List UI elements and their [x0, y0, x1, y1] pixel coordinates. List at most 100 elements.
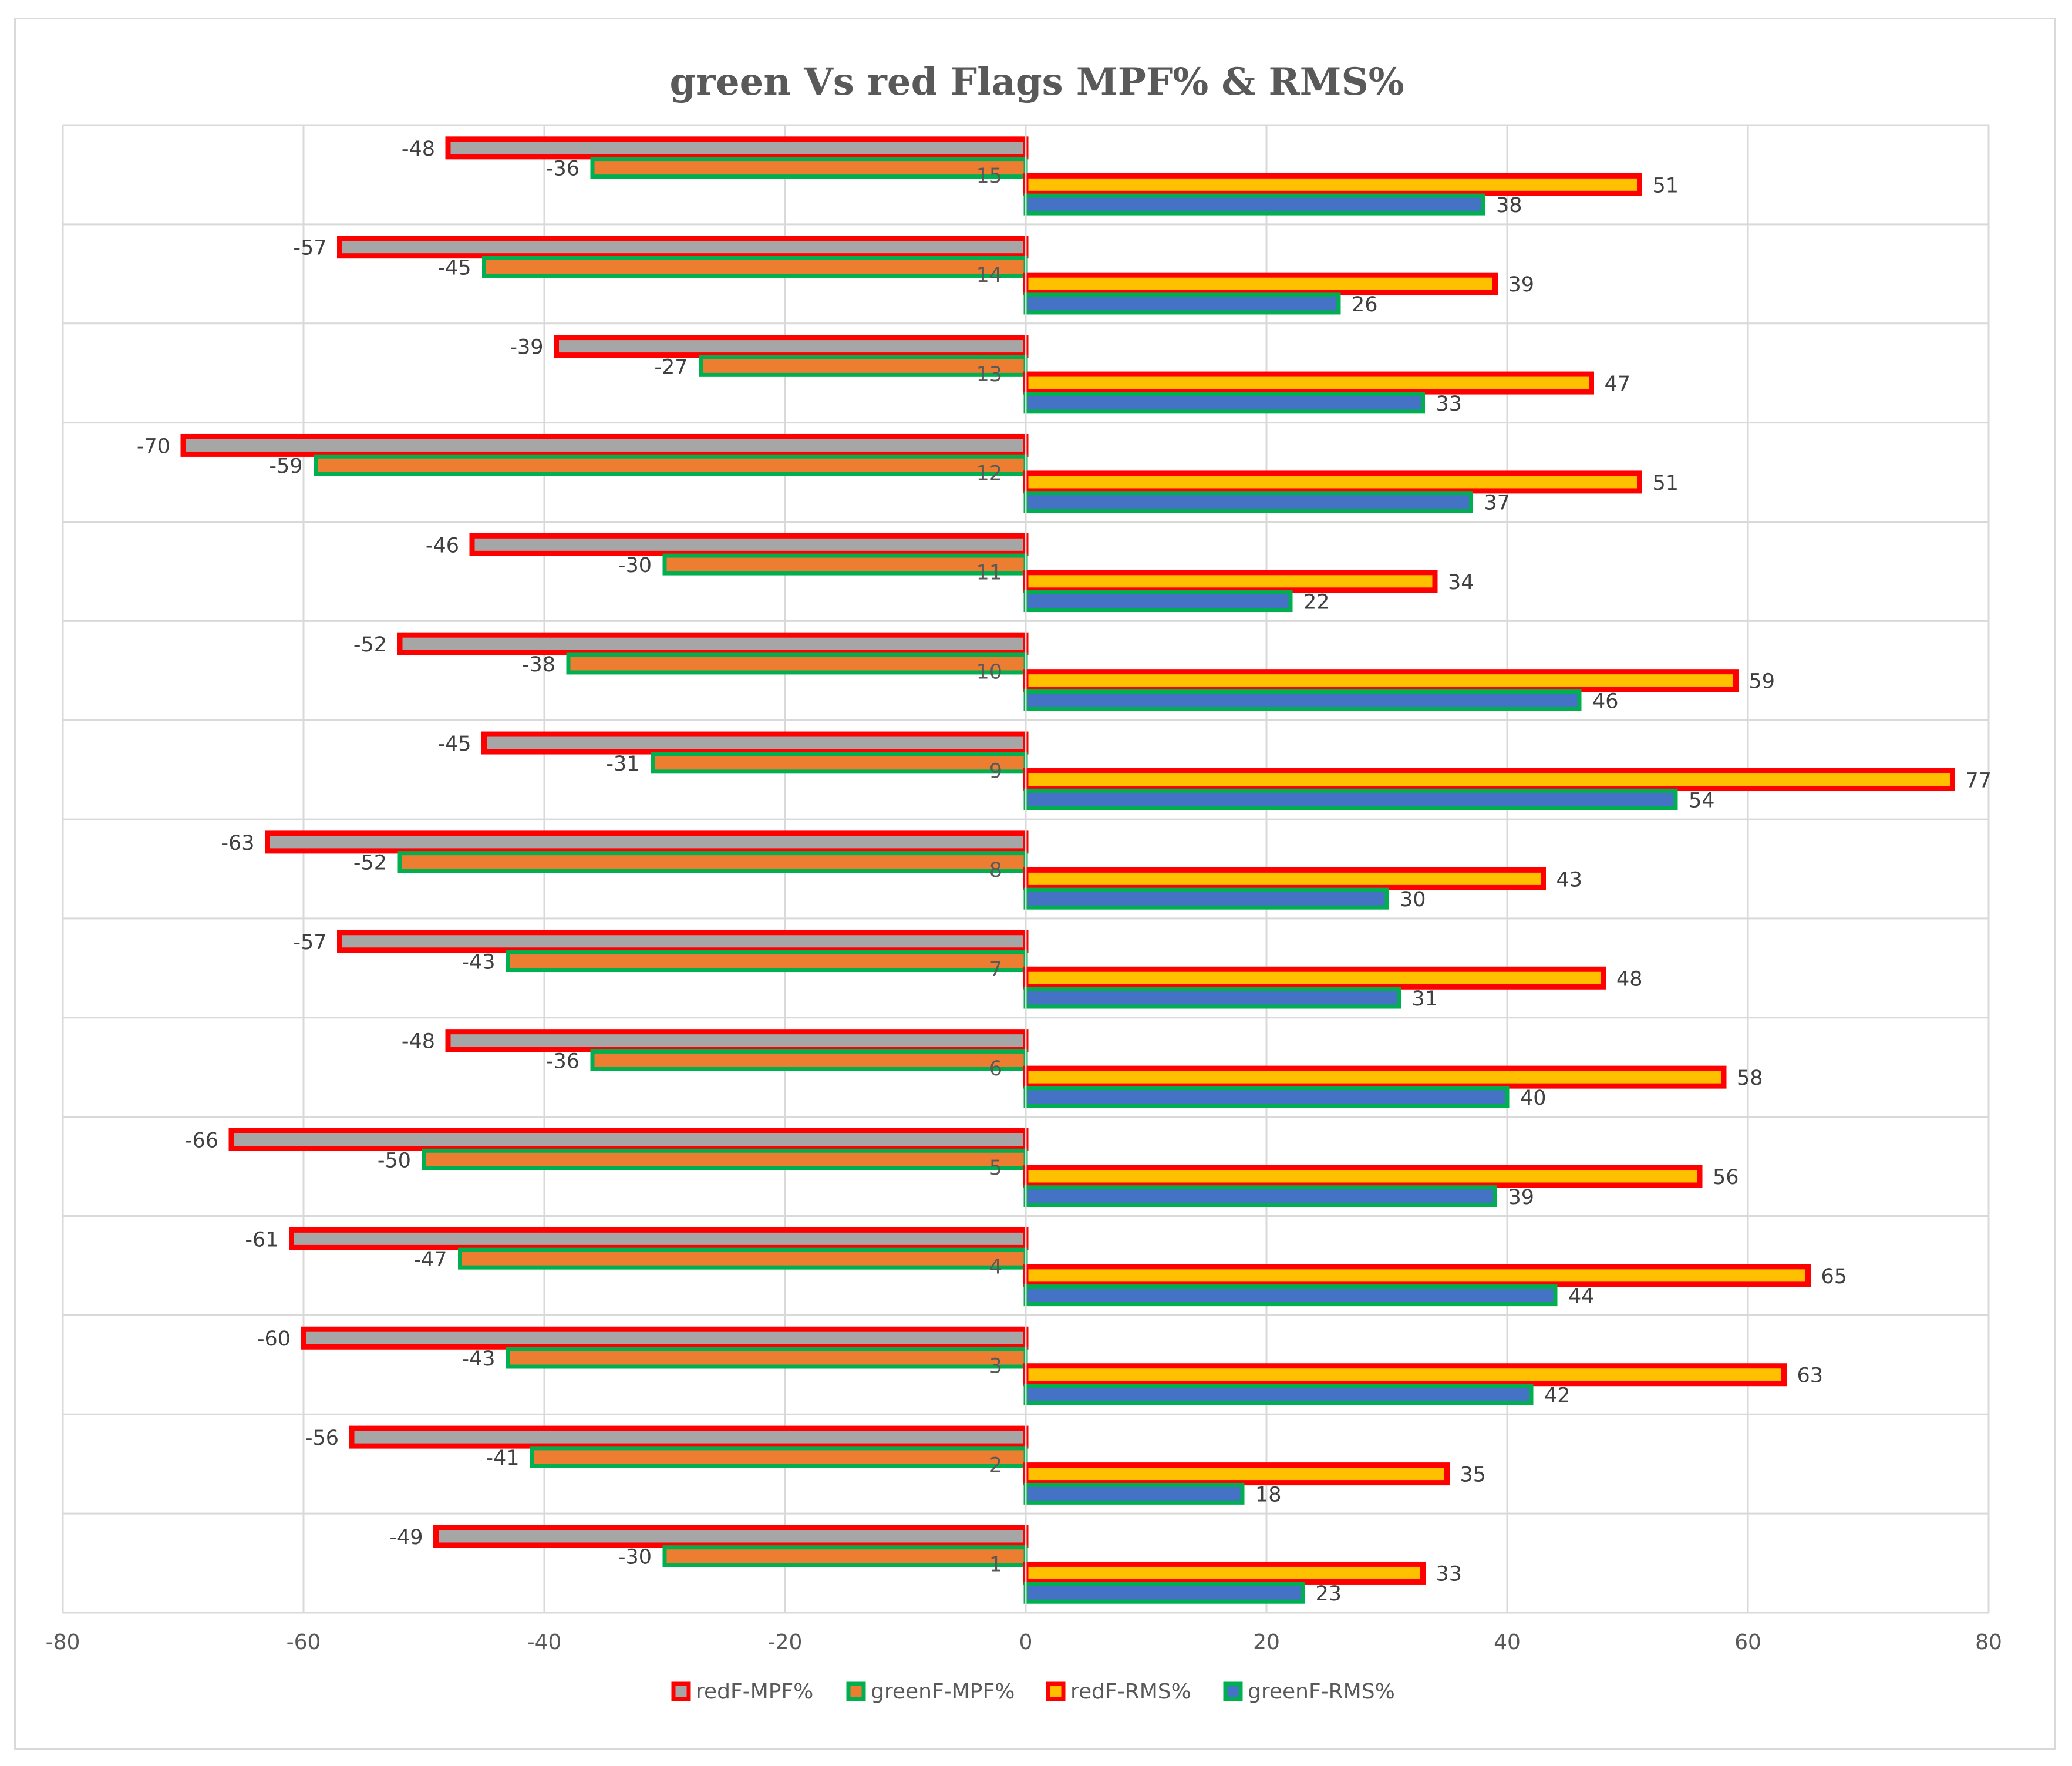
category-label-15: 15 — [976, 164, 1002, 188]
bar-greenF-MPF%-6 — [590, 1049, 1028, 1071]
data-label-redF-MPF%-3: -60 — [257, 1327, 291, 1351]
data-label-greenF-RMS%-15: 38 — [1496, 194, 1522, 217]
bar-redF-RMS%-11 — [1023, 570, 1438, 593]
x-tick-label--20: -20 — [768, 1630, 803, 1654]
legend-swatch-greenF-MPF% — [846, 1681, 866, 1701]
bar-greenF-RMS%-7 — [1023, 987, 1401, 1009]
data-label-greenF-RMS%-6: 40 — [1520, 1086, 1547, 1110]
data-label-greenF-RMS%-11: 22 — [1303, 591, 1330, 614]
x-tick-label--60: -60 — [287, 1630, 321, 1654]
bar-redF-MPF%-2 — [349, 1425, 1029, 1449]
bar-redF-MPF%-9 — [481, 731, 1029, 755]
data-label-greenF-RMS%-14: 26 — [1352, 293, 1378, 317]
bar-greenF-MPF%-1 — [662, 1545, 1028, 1567]
category-label-1: 1 — [989, 1553, 1002, 1576]
bar-redF-MPF%-13 — [554, 335, 1029, 358]
data-label-greenF-RMS%-4: 44 — [1568, 1285, 1595, 1308]
bar-greenF-MPF%-2 — [530, 1446, 1028, 1468]
chart-frame: green Vs red Flags MPF% & RMS% -49 -30 33 2… — [14, 18, 2056, 1750]
x-tick-label-80: 80 — [1975, 1630, 2002, 1654]
legend-label-redF-RMS%: redF-RMS% — [1070, 1680, 1191, 1704]
bar-greenF-RMS%-12 — [1023, 491, 1473, 513]
x-tick-label--40: -40 — [527, 1630, 562, 1654]
labels-layer: -49 -30 33 23 1 -56 -41 35 18 2 -60 -43 63 42 3 -61 -47 6… — [137, 137, 1992, 1606]
bar-greenF-MPF%-4 — [458, 1247, 1028, 1270]
data-label-redF-RMS%-11: 34 — [1448, 571, 1474, 594]
bar-redF-RMS%-5 — [1023, 1165, 1703, 1188]
bar-redF-MPF%-15 — [445, 136, 1029, 160]
data-label-redF-RMS%-3: 63 — [1797, 1364, 1824, 1388]
data-label-redF-RMS%-5: 56 — [1713, 1166, 1739, 1189]
bar-greenF-RMS%-1 — [1023, 1582, 1305, 1604]
data-label-greenF-RMS%-3: 42 — [1544, 1384, 1571, 1407]
data-label-redF-RMS%-7: 48 — [1616, 967, 1643, 991]
bar-greenF-RMS%-15 — [1023, 193, 1485, 216]
data-label-greenF-RMS%-8: 30 — [1400, 888, 1426, 911]
bar-redF-RMS%-1 — [1023, 1561, 1426, 1585]
bar-redF-RMS%-13 — [1023, 371, 1594, 395]
data-label-greenF-RMS%-13: 33 — [1436, 392, 1463, 416]
data-label-greenF-MPF%-7: -43 — [461, 951, 495, 974]
data-label-greenF-MPF%-10: -38 — [522, 653, 555, 677]
bar-greenF-MPF%-9 — [651, 752, 1028, 774]
data-label-redF-MPF%-4: -61 — [245, 1228, 278, 1252]
data-label-redF-MPF%-13: -39 — [510, 336, 543, 359]
data-label-redF-MPF%-8: -63 — [221, 832, 254, 855]
data-label-redF-MPF%-2: -56 — [305, 1427, 339, 1450]
bar-redF-RMS%-8 — [1023, 867, 1546, 890]
data-label-greenF-RMS%-12: 37 — [1484, 492, 1511, 515]
data-label-redF-RMS%-14: 39 — [1508, 273, 1535, 297]
data-label-redF-RMS%-8: 43 — [1556, 868, 1583, 892]
data-label-redF-MPF%-5: -66 — [185, 1129, 218, 1153]
x-tick-label--80: -80 — [46, 1630, 80, 1654]
legend-label-redF-MPF%: redF-MPF% — [696, 1680, 813, 1704]
legend-swatch-redF-MPF% — [671, 1681, 691, 1701]
category-label-7: 7 — [989, 958, 1002, 981]
bar-greenF-MPF%-10 — [566, 652, 1028, 675]
bar-greenF-MPF%-7 — [506, 950, 1028, 973]
bar-redF-RMS%-10 — [1023, 669, 1739, 692]
bars-layer — [180, 136, 1955, 1604]
data-label-redF-MPF%-6: -48 — [402, 1030, 435, 1054]
data-label-greenF-RMS%-2: 18 — [1255, 1483, 1282, 1506]
data-label-redF-RMS%-1: 33 — [1436, 1562, 1463, 1586]
data-label-greenF-MPF%-5: -50 — [378, 1149, 411, 1172]
data-label-redF-MPF%-1: -49 — [389, 1526, 423, 1549]
legend-swatch-redF-RMS% — [1046, 1681, 1066, 1701]
legend-label-greenF-MPF%: greenF-MPF% — [871, 1680, 1015, 1704]
bar-greenF-MPF%-3 — [506, 1347, 1028, 1369]
category-label-2: 2 — [989, 1454, 1002, 1477]
bar-redF-RMS%-14 — [1023, 272, 1498, 295]
data-label-greenF-MPF%-2: -41 — [486, 1447, 519, 1470]
bar-greenF-RMS%-2 — [1023, 1482, 1245, 1505]
data-label-redF-RMS%-4: 65 — [1821, 1265, 1848, 1289]
data-label-redF-RMS%-10: 59 — [1749, 670, 1775, 694]
bar-greenF-MPF%-5 — [422, 1148, 1028, 1170]
data-label-redF-MPF%-14: -57 — [293, 237, 326, 260]
bar-greenF-RMS%-10 — [1023, 689, 1582, 711]
bar-redF-MPF%-7 — [337, 930, 1029, 953]
bar-redF-MPF%-10 — [397, 632, 1029, 655]
data-label-redF-MPF%-9: -45 — [437, 732, 471, 756]
data-label-greenF-MPF%-12: -59 — [269, 455, 302, 478]
chart: green Vs red Flags MPF% & RMS% -49 -30 33 2… — [46, 60, 2002, 1704]
bar-greenF-RMS%-4 — [1023, 1284, 1558, 1307]
legend: redF-MPF% greenF-MPF% redF-RMS% greenF-RMS% — [671, 1680, 1395, 1704]
legend-swatch-greenF-RMS% — [1223, 1681, 1243, 1701]
x-tick-label-40: 40 — [1494, 1630, 1521, 1654]
bar-redF-RMS%-2 — [1023, 1462, 1450, 1486]
bar-greenF-MPF%-8 — [397, 851, 1028, 873]
bar-redF-MPF%-4 — [289, 1227, 1029, 1250]
category-label-5: 5 — [989, 1156, 1002, 1180]
data-label-redF-MPF%-7: -57 — [293, 931, 326, 954]
data-label-greenF-MPF%-9: -31 — [606, 752, 639, 776]
bar-redF-MPF%-14 — [337, 236, 1029, 259]
data-label-greenF-MPF%-4: -47 — [413, 1248, 447, 1271]
data-label-greenF-MPF%-13: -27 — [654, 355, 688, 379]
data-label-greenF-MPF%-11: -30 — [618, 554, 652, 577]
bar-greenF-MPF%-15 — [590, 157, 1028, 179]
bar-greenF-MPF%-14 — [482, 255, 1028, 278]
data-label-greenF-RMS%-10: 46 — [1592, 689, 1619, 713]
bar-redF-MPF%-8 — [265, 830, 1029, 854]
data-label-greenF-MPF%-8: -52 — [353, 852, 387, 875]
